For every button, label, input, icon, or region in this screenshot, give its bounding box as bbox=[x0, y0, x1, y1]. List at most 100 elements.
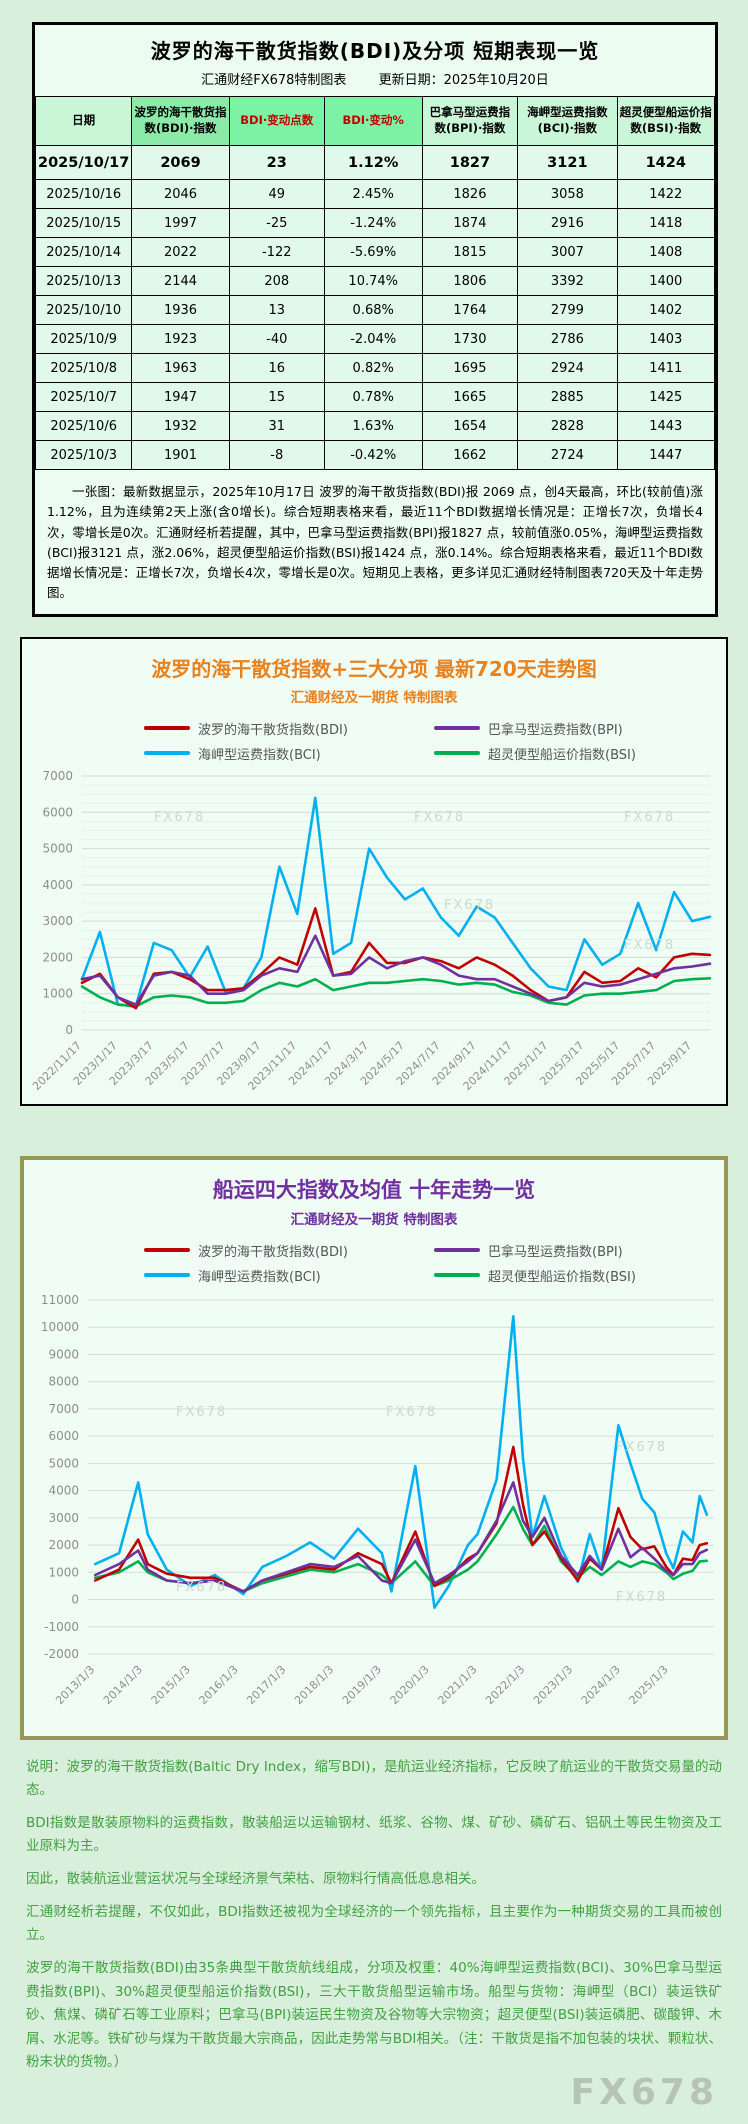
bdi-data-table: 日期 波罗的海干散货指数(BDI)·指数 BDI·变动点数 BDI·变动% 巴拿马型运费… bbox=[34, 96, 716, 470]
legend-label: 超灵便型船运价指数(BSI) bbox=[488, 1269, 636, 1285]
table-cell: 1936 bbox=[131, 295, 230, 325]
table-cell: 13 bbox=[228, 295, 325, 325]
table-cell: 1901 bbox=[131, 440, 230, 470]
legend-line-icon bbox=[434, 751, 480, 755]
note-line: 汇通财经析若提醒，不仅如此，BDI指数还被视为全球经济的一个领先指标，且主要作为… bbox=[26, 1903, 722, 1944]
table-row: 2025/10/7 1947 15 0.78% 1665 2885 1425 bbox=[34, 382, 716, 412]
column-header: BDI·变动点数 bbox=[228, 96, 325, 146]
table-cell: 1874 bbox=[421, 208, 519, 238]
legend-line-icon bbox=[144, 1273, 190, 1277]
table-cell: 2025/10/14 bbox=[34, 237, 133, 267]
table-cell: 3392 bbox=[517, 266, 618, 296]
table-cell: 208 bbox=[228, 266, 325, 296]
table-cell: 1806 bbox=[421, 266, 519, 296]
table-cell: 49 bbox=[228, 179, 325, 209]
table-cell: 2786 bbox=[517, 324, 618, 354]
bdi-short-term-panel: 波罗的海干散货指数(BDI)及分项 短期表现一览 汇通财经FX678特制图表 更… bbox=[32, 22, 718, 617]
svg-text:2000: 2000 bbox=[48, 1538, 79, 1552]
chart-720day-plot-area: 0 1000 2000 3000 4000 5000 6000 7000 2022/11/17 2… bbox=[24, 768, 724, 1104]
table-cell: 1443 bbox=[616, 411, 716, 441]
table-cell: 1764 bbox=[421, 295, 519, 325]
legend-line-icon bbox=[434, 1273, 480, 1277]
chart-720day-subtitle: 汇通财经及一期货 特制图表 bbox=[290, 689, 458, 706]
svg-text:2023/1/3: 2023/1/3 bbox=[531, 1662, 575, 1706]
svg-text:7000: 7000 bbox=[48, 1401, 79, 1415]
table-cell: 2025/10/17 bbox=[34, 145, 133, 180]
chart-10year-canvas: -2000 -1000 0 1000 2000 3000 4000 5000 6000 7000 8… bbox=[41, 1293, 714, 1707]
svg-text:7000: 7000 bbox=[42, 769, 73, 783]
table-cell: 1.12% bbox=[323, 145, 423, 180]
svg-text:6000: 6000 bbox=[48, 1429, 79, 1443]
svg-text:8000: 8000 bbox=[48, 1374, 79, 1388]
update-date: 更新日期：2025年10月20日 bbox=[378, 73, 549, 88]
table-cell: 1815 bbox=[421, 237, 519, 267]
svg-text:5000: 5000 bbox=[48, 1456, 79, 1470]
chart-720day-title: 波罗的海干散货指数+三大分项 最新720天走势图 bbox=[151, 656, 597, 681]
summary-paragraph: 一张图：最新数据显示，2025年10月17日 波罗的海干散货指数(BDI)报 2… bbox=[47, 484, 703, 601]
table-cell: -5.69% bbox=[323, 237, 423, 267]
table-cell: 0.68% bbox=[323, 295, 423, 325]
chart-10year-plot-area: -2000 -1000 0 1000 2000 3000 4000 5000 6000 7000 8… bbox=[26, 1290, 722, 1736]
source-label: 汇通财经FX678特制图表 bbox=[201, 73, 347, 88]
table-cell: 1826 bbox=[421, 179, 519, 209]
column-header: 海岬型运费指数(BCI)·指数 bbox=[517, 96, 618, 146]
svg-text:10000: 10000 bbox=[41, 1320, 79, 1334]
svg-text:1000: 1000 bbox=[48, 1565, 79, 1579]
table-cell: 1422 bbox=[616, 179, 716, 209]
column-header: 日期 bbox=[34, 96, 133, 146]
legend-line-icon bbox=[144, 751, 190, 755]
chart-720day-canvas: 010002000300040005000600070002022/11/172… bbox=[30, 769, 712, 1092]
svg-text:1000: 1000 bbox=[42, 986, 73, 1000]
column-header: BDI·变动% bbox=[323, 96, 423, 146]
table-cell: 1400 bbox=[616, 266, 716, 296]
table-row: 2025/10/13 2144 208 10.74% 1806 3392 1400 bbox=[34, 266, 716, 296]
table-cell: 0.78% bbox=[323, 382, 423, 412]
table-cell: 16 bbox=[228, 353, 325, 383]
table-cell: 1827 bbox=[421, 145, 519, 180]
table-cell: 2144 bbox=[131, 266, 230, 296]
legend-item: 巴拿马型运费指数(BPI) bbox=[374, 1238, 664, 1263]
chart-10year-panel: 船运四大指数及均值 十年走势一览 汇通财经及一期货 特制图表 波罗的海干散货指数… bbox=[20, 1155, 728, 1740]
svg-text:3000: 3000 bbox=[48, 1510, 79, 1524]
table-cell: -25 bbox=[228, 208, 325, 238]
table-cell: 1923 bbox=[131, 324, 230, 354]
table-cell: 1408 bbox=[616, 237, 716, 267]
table-cell: 1424 bbox=[616, 145, 716, 180]
legend-item: 超灵便型船运价指数(BSI) bbox=[374, 741, 664, 766]
table-cell: 3121 bbox=[517, 145, 618, 180]
svg-text:2014/1/3: 2014/1/3 bbox=[101, 1662, 145, 1706]
table-row: 2025/10/6 1932 31 1.63% 1654 2828 1443 bbox=[34, 411, 716, 441]
legend-label: 巴拿马型运费指数(BPI) bbox=[488, 722, 623, 738]
table-row: 2025/10/16 2046 49 2.45% 1826 3058 1422 bbox=[34, 179, 716, 209]
table-cell: -40 bbox=[228, 324, 325, 354]
note-line: 说明：波罗的海干散货指数(Baltic Dry Index，缩写BDI)，是航运… bbox=[26, 1758, 722, 1799]
table-cell: 2916 bbox=[517, 208, 618, 238]
svg-text:2021/1/3: 2021/1/3 bbox=[435, 1662, 479, 1706]
table-row: 2025/10/9 1923 -40 -2.04% 1730 2786 1403 bbox=[34, 324, 716, 354]
legend-item: 波罗的海干散货指数(BDI) bbox=[84, 1238, 374, 1263]
chart-10year-title: 船运四大指数及均值 十年走势一览 bbox=[212, 1177, 536, 1202]
page-subtitle: 汇通财经FX678特制图表 更新日期：2025年10月20日 bbox=[35, 69, 715, 88]
table-cell: 2025/10/15 bbox=[34, 208, 133, 238]
legend-label: 海岬型运费指数(BCI) bbox=[198, 1269, 321, 1285]
page-title: 波罗的海干散货指数(BDI)及分项 短期表现一览 bbox=[150, 39, 600, 63]
svg-text:2016/1/3: 2016/1/3 bbox=[197, 1662, 241, 1706]
table-cell: 2025/10/10 bbox=[34, 295, 133, 325]
table-row: 2025/10/8 1963 16 0.82% 1695 2924 1411 bbox=[34, 353, 716, 383]
table-cell: 1695 bbox=[421, 353, 519, 383]
column-header: 波罗的海干散货指数(BDI)·指数 bbox=[131, 96, 230, 146]
table-cell: -122 bbox=[228, 237, 325, 267]
table-cell: 2025/10/16 bbox=[34, 179, 133, 209]
svg-text:6000: 6000 bbox=[42, 805, 73, 819]
legend-item: 海岬型运费指数(BCI) bbox=[84, 741, 374, 766]
note-line: 因此，散装航运业营运状况与全球经济景气荣枯、原物料行情高低息息相关。 bbox=[26, 1871, 485, 1887]
legend-line-icon bbox=[144, 726, 190, 730]
table-cell: 1654 bbox=[421, 411, 519, 441]
table-cell: 2924 bbox=[517, 353, 618, 383]
table-cell: 2724 bbox=[517, 440, 618, 470]
legend-label: 超灵便型船运价指数(BSI) bbox=[488, 747, 636, 763]
table-cell: 3058 bbox=[517, 179, 618, 209]
table-cell: 2885 bbox=[517, 382, 618, 412]
svg-text:2013/1/3: 2013/1/3 bbox=[53, 1662, 97, 1706]
table-cell: 23 bbox=[228, 145, 325, 180]
